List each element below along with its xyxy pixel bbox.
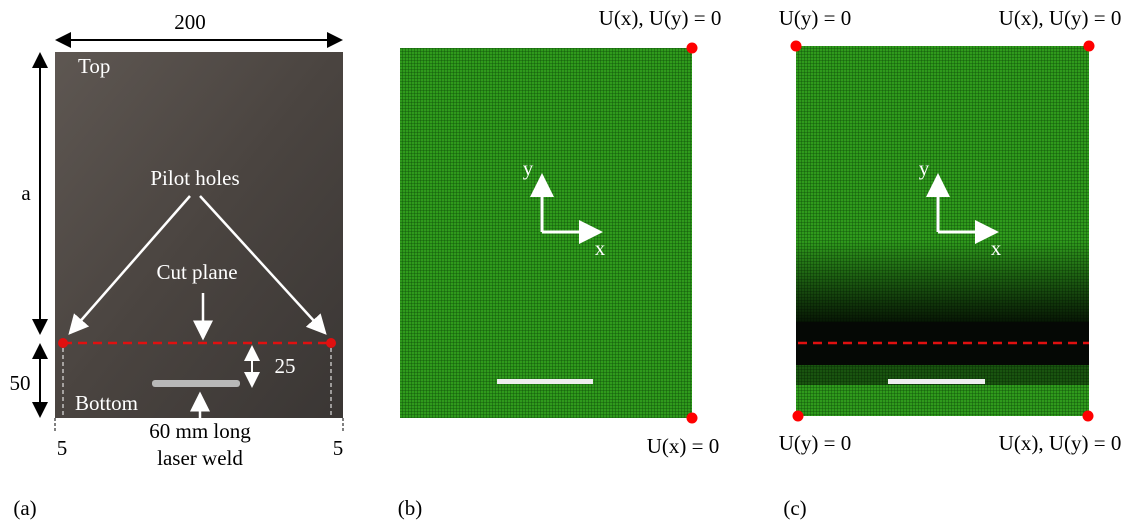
edge-right-label: 5 [333, 436, 344, 460]
weld-region [497, 379, 593, 384]
caption: (c) [783, 496, 806, 520]
offset-label: 25 [275, 354, 296, 378]
bc-label: U(x), U(y) = 0 [999, 431, 1122, 455]
bc-point [1083, 40, 1095, 52]
bc-label: U(x) = 0 [647, 434, 720, 458]
panel-a: 200 Top a 50 Pilot holes Cut plane 25 Bo… [10, 10, 344, 520]
bc-point [792, 410, 804, 422]
edge-left-label: 5 [57, 436, 68, 460]
top-label: Top [78, 54, 110, 78]
cut-plane-label: Cut plane [156, 260, 237, 284]
pilot-arrow [199, 195, 327, 335]
pilot-hole [58, 338, 68, 348]
bc-point [686, 42, 698, 54]
refined-zone [796, 240, 1089, 322]
weld-label: 60 mm long [149, 419, 251, 443]
weld-region [888, 379, 985, 384]
panel-b: U(x), U(y) = 0 y x U(x) = 0 (b) [398, 6, 722, 520]
panel-c: U(y) = 0 U(x), U(y) = 0 y x U(y) = 0 U(x… [779, 6, 1122, 520]
bc-label: U(y) = 0 [779, 431, 852, 455]
caption: (b) [398, 496, 423, 520]
pilot-holes-label: Pilot holes [150, 166, 239, 190]
bc-label: U(x), U(y) = 0 [999, 6, 1122, 30]
plate-photo [55, 52, 343, 418]
bc-point [686, 412, 698, 424]
axis-label: x [595, 236, 606, 260]
bc-point [1082, 410, 1094, 422]
bc-label: U(y) = 0 [779, 6, 852, 30]
weld-label: laser weld [157, 446, 243, 470]
bc-point [790, 40, 802, 52]
height-label: a [21, 181, 31, 205]
axis-label: x [991, 236, 1002, 260]
axis-label: y [919, 156, 930, 180]
width-label: 200 [174, 10, 206, 34]
pilot-hole [326, 338, 336, 348]
pilot-arrow [68, 195, 191, 335]
caption: (a) [13, 496, 36, 520]
axis-label: y [523, 156, 534, 180]
bc-label: U(x), U(y) = 0 [599, 6, 722, 30]
weld-bead [152, 380, 240, 387]
bottom-label: Bottom [75, 391, 138, 415]
bottom-height-label: 50 [10, 371, 31, 395]
refined-zone [796, 365, 1089, 385]
